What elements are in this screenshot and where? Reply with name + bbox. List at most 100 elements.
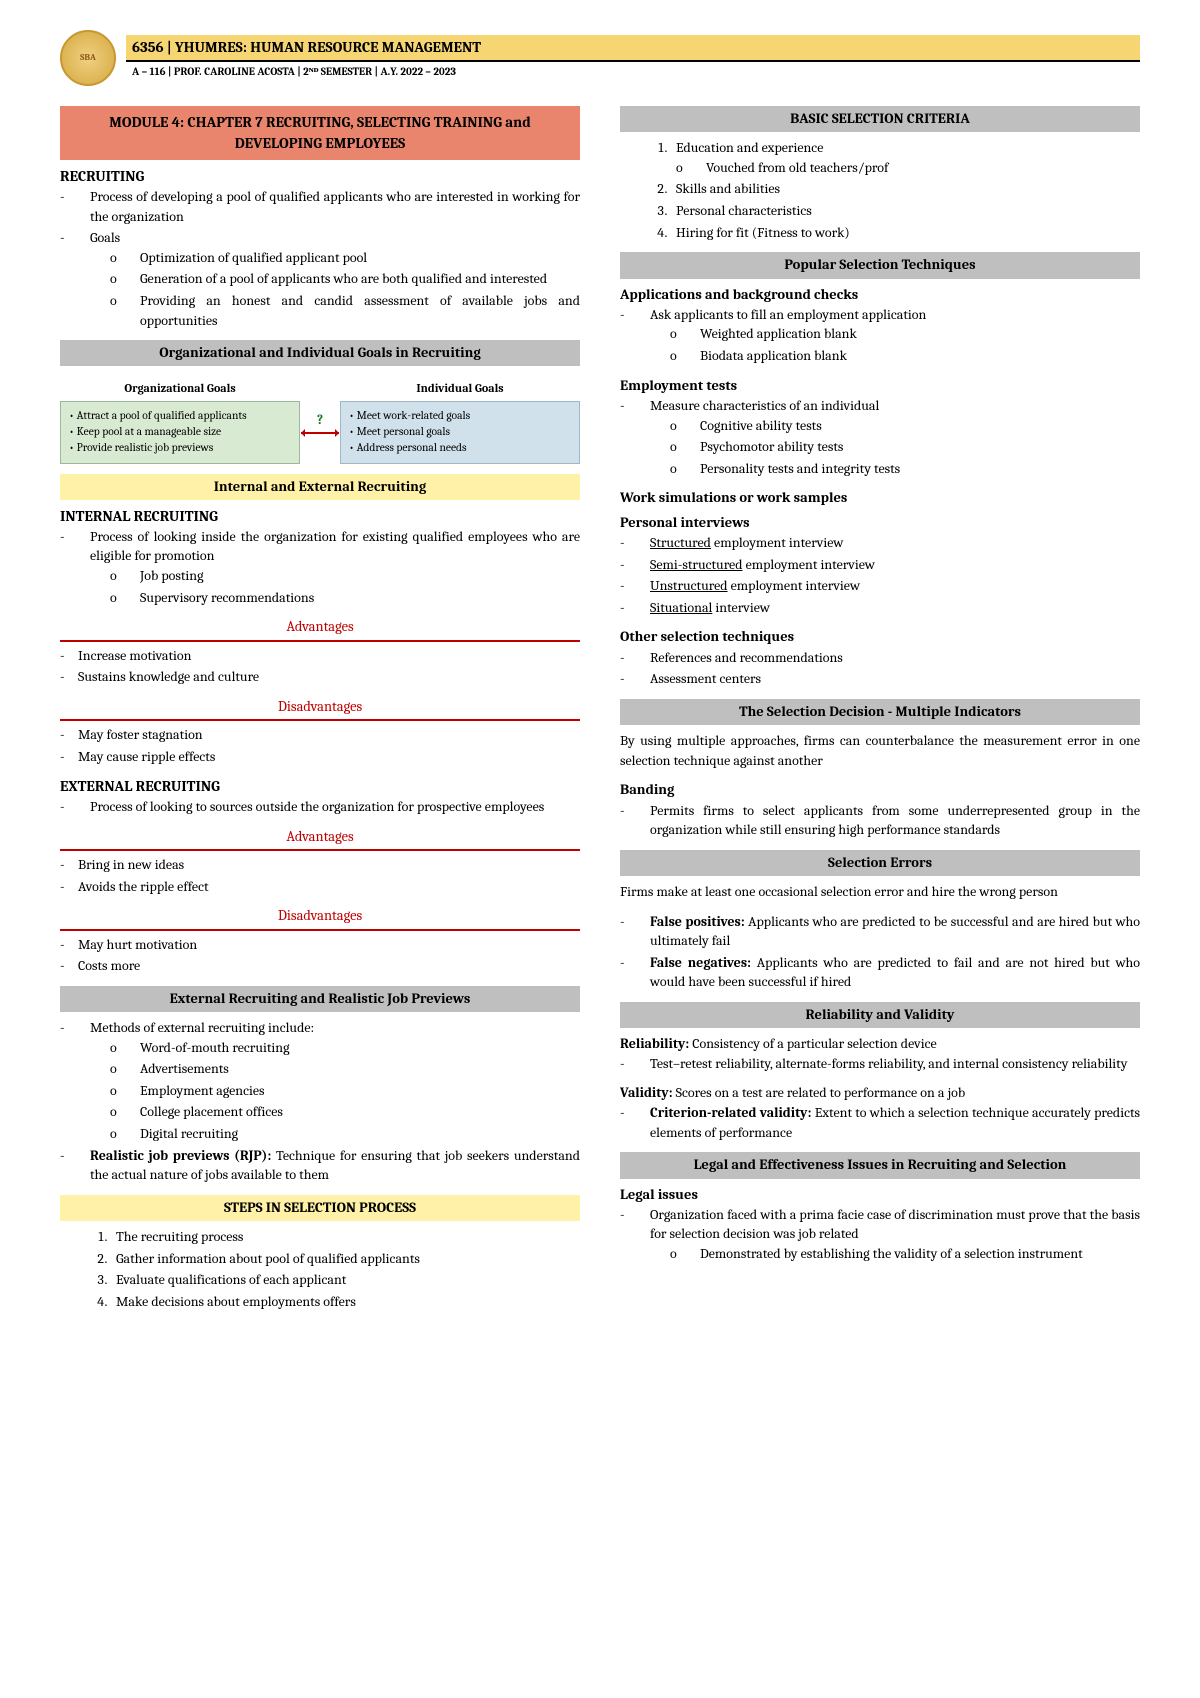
list-item: Provide realistic job previews xyxy=(69,440,291,456)
list-item: Structured employment interview xyxy=(650,533,1140,553)
apps-sublist: Weighted application blank Biodata appli… xyxy=(650,324,1140,365)
rel-text: Consistency of a particular selection de… xyxy=(689,1035,936,1052)
list-item: Demonstrated by establishing the validit… xyxy=(700,1244,1140,1264)
course-title: 6356 | YHUMRES: HUMAN RESOURCE MANAGEMEN… xyxy=(126,35,1140,62)
page: SBA 6356 | YHUMRES: HUMAN RESOURCE MANAG… xyxy=(0,0,1200,1343)
bar-basic-criteria: BASIC SELECTION CRITERIA xyxy=(620,106,1140,132)
right-column: BASIC SELECTION CRITERIA Education and e… xyxy=(620,106,1140,1313)
legal-sublist: Demonstrated by establishing the validit… xyxy=(650,1244,1140,1264)
external-list: Process of looking to sources outside th… xyxy=(60,797,580,817)
ext-methods-label: Methods of external recruiting include: xyxy=(90,1019,314,1036)
content-columns: MODULE 4: CHAPTER 7 RECRUITING, SELECTIN… xyxy=(60,106,1140,1313)
ext-advantages-heading: Advantages xyxy=(60,827,580,851)
list-item: Realistic job previews (RJP): Technique … xyxy=(90,1146,580,1185)
val-bold: Validity: xyxy=(620,1084,673,1101)
list-item: Unstructured employment interview xyxy=(650,576,1140,596)
val-text: Scores on a test are related to performa… xyxy=(673,1084,966,1101)
diagram-org-title: Organizational Goals xyxy=(60,380,300,397)
page-header: SBA 6356 | YHUMRES: HUMAN RESOURCE MANAG… xyxy=(60,30,1140,86)
list-item: May hurt motivation xyxy=(78,935,580,955)
left-column: MODULE 4: CHAPTER 7 RECRUITING, SELECTIN… xyxy=(60,106,580,1313)
list-item: Ask applicants to fill an employment app… xyxy=(650,305,1140,366)
suffix: employment interview xyxy=(711,534,844,551)
disadvantages-heading: Disadvantages xyxy=(60,697,580,721)
list-item: Education and experience Vouched from ol… xyxy=(670,138,1140,177)
emp-list: Measure characteristics of an individual… xyxy=(620,396,1140,478)
banding-heading: Banding xyxy=(620,780,1140,800)
other-techniques-heading: Other selection techniques xyxy=(620,627,1140,647)
basic-criteria-list: Education and experience Vouched from ol… xyxy=(620,138,1140,242)
logo-icon: SBA xyxy=(60,30,116,86)
suffix: employment interview xyxy=(728,577,861,594)
basic-sublist: Vouched from old teachers/prof xyxy=(676,158,1140,178)
validity-list: Criterion-related validity: Extent to wh… xyxy=(620,1103,1140,1142)
bar-reliability-validity: Reliability and Validity xyxy=(620,1002,1140,1028)
rel-bold: Reliability: xyxy=(620,1035,689,1052)
list-item: May foster stagnation xyxy=(78,725,580,745)
emp-tests-heading: Employment tests xyxy=(620,376,1140,396)
errors-list: False positives: Applicants who are pred… xyxy=(620,912,1140,992)
reliability-list: Test–retest reliability, alternate-forms… xyxy=(620,1054,1140,1074)
work-sim-heading: Work simulations or work samples xyxy=(620,488,1140,508)
errors-intro: Firms make at least one occasional selec… xyxy=(620,882,1140,902)
module-title: MODULE 4: CHAPTER 7 RECRUITING, SELECTIN… xyxy=(60,106,580,160)
suffix: interview xyxy=(712,599,770,616)
bar-multiple-indicators: The Selection Decision - Multiple Indica… xyxy=(620,699,1140,725)
internal-def: Process of looking inside the organizati… xyxy=(90,528,580,565)
list-item: Increase motivation xyxy=(78,646,580,666)
list-item: Situational interview xyxy=(650,598,1140,618)
diagram-org-col: Organizational Goals Attract a pool of q… xyxy=(60,380,300,463)
bar-popular-techniques: Popular Selection Techniques xyxy=(620,252,1140,278)
list-item: Evaluate qualifications of each applican… xyxy=(110,1270,580,1290)
emp-sublist: Cognitive ability tests Psychomotor abil… xyxy=(650,416,1140,479)
other-list: References and recommendations Assessmen… xyxy=(620,648,1140,689)
list-item: Hiring for fit (Fitness to work) xyxy=(670,223,1140,243)
list-item: False positives: Applicants who are pred… xyxy=(650,912,1140,951)
list-item: Optimization of qualified applicant pool xyxy=(140,248,580,268)
list-item: Test–retest reliability, alternate-forms… xyxy=(650,1054,1140,1074)
bar-org-ind-goals: Organizational and Individual Goals in R… xyxy=(60,340,580,366)
list-item: Address personal needs xyxy=(349,440,571,456)
list-item: Permits firms to select applicants from … xyxy=(650,801,1140,840)
apps-def: Ask applicants to fill an employment app… xyxy=(650,306,926,323)
list-item: Employment agencies xyxy=(140,1081,580,1101)
list-item: Assessment centers xyxy=(650,669,1140,689)
suffix: employment interview xyxy=(742,556,875,573)
list-item: Criterion-related validity: Extent to wh… xyxy=(650,1103,1140,1142)
recruiting-heading: RECRUITING xyxy=(60,166,580,187)
list-item: May cause ripple effects xyxy=(78,747,580,767)
list-item: Gather information about pool of qualifi… xyxy=(110,1249,580,1269)
list-item: Personality tests and integrity tests xyxy=(700,459,1140,479)
bar-ext-rjp: External Recruiting and Realistic Job Pr… xyxy=(60,986,580,1012)
list-item: The recruiting process xyxy=(110,1227,580,1247)
interviews-list: Structured employment interview Semi-str… xyxy=(620,533,1140,617)
int-dis-list: May foster stagnation May cause ripple e… xyxy=(60,725,580,766)
list-item: Job posting xyxy=(140,566,580,586)
rjp-bold: Realistic job previews (RJP): xyxy=(90,1147,271,1164)
apps-heading: Applications and background checks xyxy=(620,285,1140,305)
list-item: Semi-structured employment interview xyxy=(650,555,1140,575)
u-text: Situational xyxy=(650,599,712,616)
internal-sublist: Job posting Supervisory recommendations xyxy=(90,566,580,607)
list-item: College placement offices xyxy=(140,1102,580,1122)
list-item: Attract a pool of qualified applicants xyxy=(69,408,291,424)
list-item: Meet work-related goals xyxy=(349,408,571,424)
list-item: Measure characteristics of an individual… xyxy=(650,396,1140,478)
list-item: Providing an honest and candid assessmen… xyxy=(140,291,580,330)
ext-disadvantages-heading: Disadvantages xyxy=(60,906,580,930)
diagram-ind-box: Meet work-related goals Meet personal go… xyxy=(340,401,580,463)
ext-adv-list: Bring in new ideas Avoids the ripple eff… xyxy=(60,855,580,896)
fn-bold: False negatives: xyxy=(650,954,751,971)
ext-methods-list: Methods of external recruiting include: … xyxy=(60,1018,580,1185)
course-subtitle: A – 116 | PROF. CAROLINE ACOSTA | 2ᴺᴰ SE… xyxy=(126,62,1140,81)
crv-bold: Criterion-related validity: xyxy=(650,1104,811,1121)
list-item: Avoids the ripple effect xyxy=(78,877,580,897)
ext-dis-list: May hurt motivation Costs more xyxy=(60,935,580,976)
reliability-line: Reliability: Consistency of a particular… xyxy=(620,1034,1140,1054)
legal-heading: Legal issues xyxy=(620,1185,1140,1205)
list-item: Goals Optimization of qualified applican… xyxy=(90,228,580,330)
list-item: Costs more xyxy=(78,956,580,976)
list-item: Sustains knowledge and culture xyxy=(78,667,580,687)
list-item: Psychomotor ability tests xyxy=(700,437,1140,457)
recruiting-list: Process of developing a pool of qualifie… xyxy=(60,187,580,330)
